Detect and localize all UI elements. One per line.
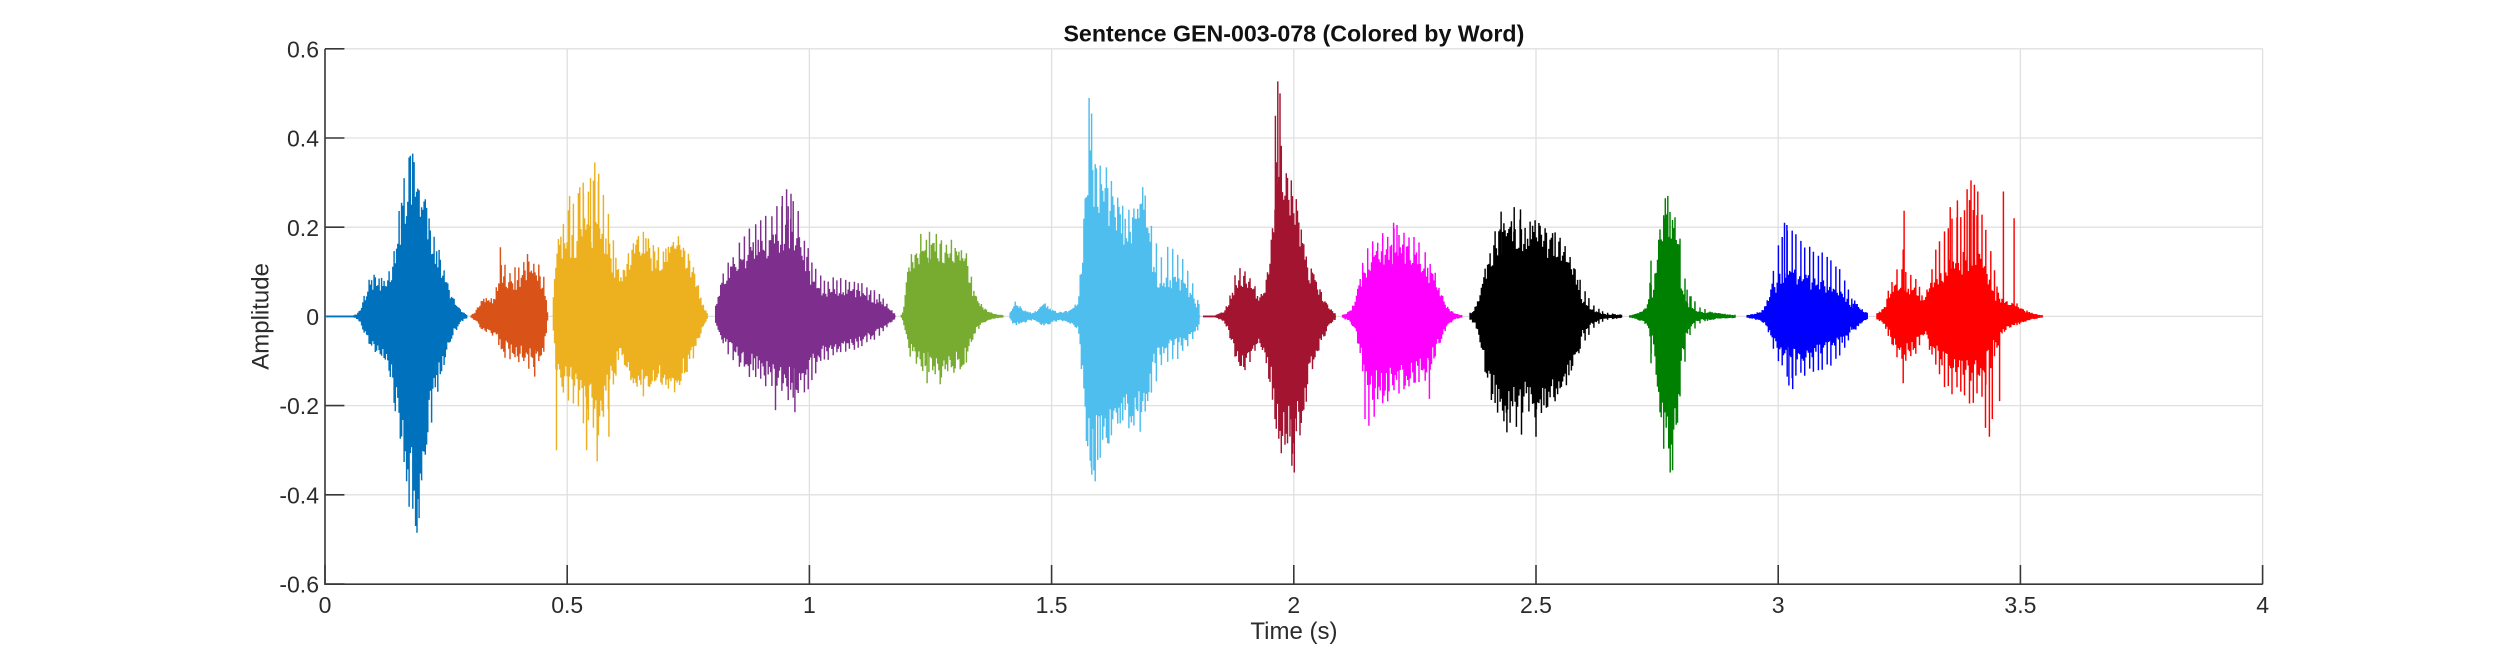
svg-text:Time (s): Time (s) [1250, 618, 1337, 645]
svg-text:0.2: 0.2 [287, 215, 319, 241]
svg-text:0.5: 0.5 [551, 592, 583, 618]
svg-text:-0.4: -0.4 [279, 482, 319, 508]
svg-text:0: 0 [306, 304, 319, 330]
svg-text:2: 2 [1287, 592, 1300, 618]
svg-text:0: 0 [319, 592, 332, 618]
svg-text:3: 3 [1772, 592, 1785, 618]
svg-text:3.5: 3.5 [2004, 592, 2036, 618]
svg-text:1.5: 1.5 [1036, 592, 1068, 618]
svg-text:4: 4 [2256, 592, 2269, 618]
svg-text:2.5: 2.5 [1520, 592, 1552, 618]
svg-text:-0.2: -0.2 [279, 393, 319, 419]
svg-text:Amplitude: Amplitude [248, 263, 275, 370]
svg-text:1: 1 [803, 592, 816, 618]
svg-text:Sentence GEN-003-078 (Colored: Sentence GEN-003-078 (Colored by Word) [1063, 20, 1524, 46]
svg-text:0.4: 0.4 [287, 126, 319, 152]
svg-text:-0.6: -0.6 [279, 572, 319, 598]
svg-text:0.6: 0.6 [287, 36, 319, 62]
